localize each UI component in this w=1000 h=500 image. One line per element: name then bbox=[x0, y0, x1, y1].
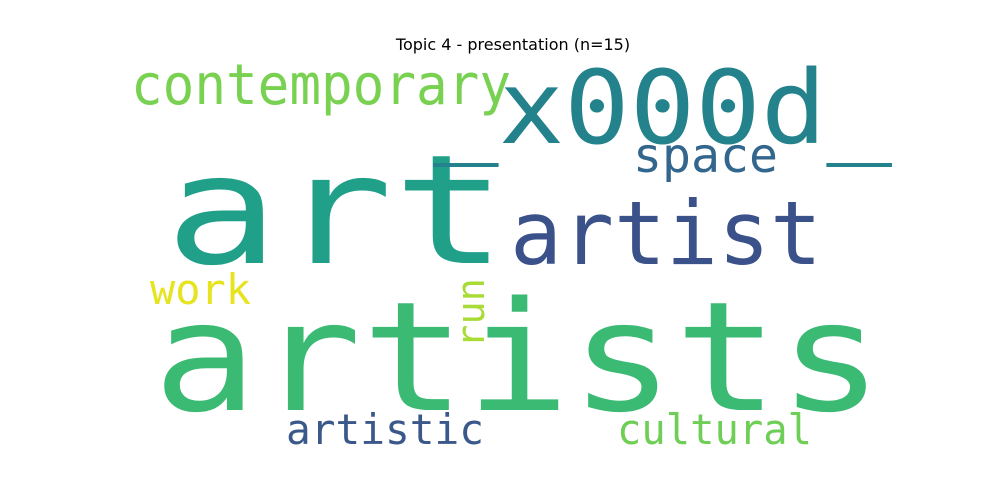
chart-title: Topic 4 - presentation (n=15) bbox=[395, 35, 631, 54]
word-work: work bbox=[150, 265, 251, 314]
word-artists: artists bbox=[153, 269, 883, 446]
word-contemporary: contemporary bbox=[131, 53, 511, 118]
word-cultural: cultural bbox=[617, 405, 812, 454]
word-x000d: _x000d_ bbox=[433, 49, 893, 168]
word-artistic: artistic bbox=[286, 405, 484, 454]
word-art: art bbox=[165, 122, 507, 299]
word-space: space bbox=[633, 128, 778, 184]
word-run: run bbox=[449, 278, 493, 348]
word-artist: artist bbox=[510, 182, 822, 285]
